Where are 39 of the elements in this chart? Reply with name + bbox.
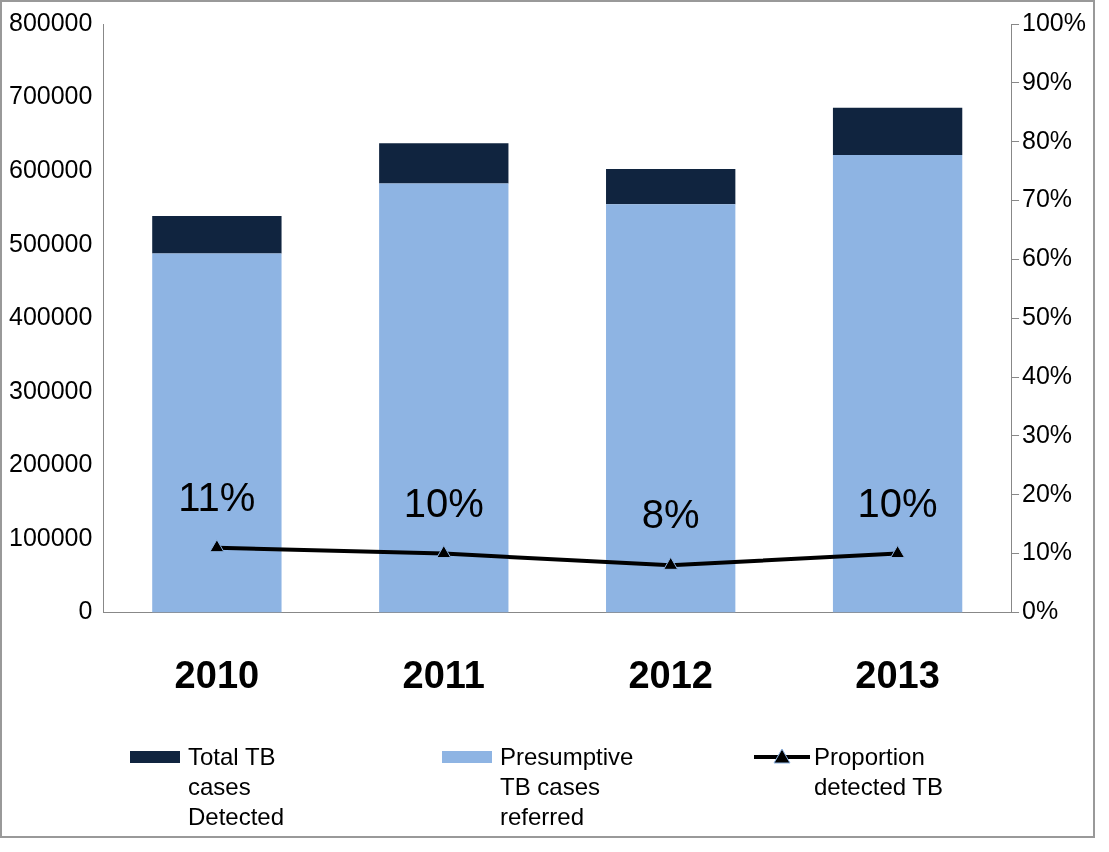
y2-tick-label: 30% — [1022, 419, 1073, 448]
y2-tick-label: 70% — [1022, 184, 1073, 213]
legend-label: Total TB cases Detected — [188, 742, 286, 832]
y-tick-label: 200000 — [8, 449, 93, 478]
y-tick-label: 300000 — [8, 375, 93, 404]
y2-tick-label: 100% — [1022, 7, 1087, 36]
y-tick-label: 100000 — [8, 522, 93, 551]
y2-tick-label: 90% — [1022, 66, 1073, 95]
y2-tick-label: 80% — [1022, 125, 1073, 154]
legend-label: Proportion detected TB — [814, 742, 944, 802]
data-label: 11% — [178, 474, 256, 519]
y2-tick-label: 50% — [1022, 302, 1073, 331]
bar — [832, 154, 963, 613]
y-tick-label: 800000 — [8, 7, 93, 36]
bar — [152, 253, 282, 613]
data-label: 8% — [641, 492, 700, 537]
y-tick-label: 700000 — [8, 81, 93, 110]
y2-tick-label: 20% — [1022, 478, 1073, 507]
y-tick-label: 0 — [78, 596, 93, 625]
y2-tick-label: 60% — [1022, 243, 1073, 272]
y-tick-label: 400000 — [8, 302, 93, 331]
x-tick-label: 2011 — [402, 653, 486, 696]
x-tick-label: 2013 — [855, 653, 940, 696]
bar — [606, 168, 736, 205]
data-label: 10% — [857, 480, 938, 525]
bar — [832, 107, 963, 155]
bar — [152, 215, 282, 254]
x-tick-label: 2010 — [174, 653, 260, 696]
y2-tick-label: 0% — [1022, 596, 1059, 625]
x-tick-label: 2012 — [628, 653, 713, 696]
data-label: 10% — [403, 480, 484, 525]
y-tick-label: 600000 — [8, 154, 93, 183]
legend-label: Presumptive TB cases referred — [500, 742, 635, 832]
bar — [379, 183, 509, 613]
bar — [379, 143, 509, 184]
y2-tick-label: 40% — [1022, 360, 1073, 389]
y-tick-label: 500000 — [8, 228, 93, 257]
bar — [606, 204, 736, 613]
y2-tick-label: 10% — [1022, 537, 1073, 566]
